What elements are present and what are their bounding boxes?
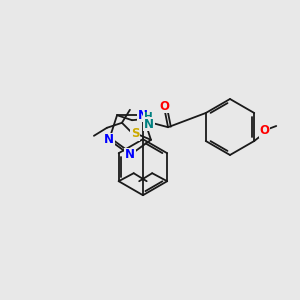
Text: N: N bbox=[125, 148, 135, 161]
Text: H: H bbox=[144, 112, 152, 122]
Text: O: O bbox=[259, 124, 269, 137]
Text: O: O bbox=[159, 100, 169, 113]
Text: N: N bbox=[144, 118, 154, 131]
Text: N: N bbox=[138, 109, 148, 122]
Text: S: S bbox=[131, 127, 139, 140]
Text: N: N bbox=[104, 133, 114, 146]
